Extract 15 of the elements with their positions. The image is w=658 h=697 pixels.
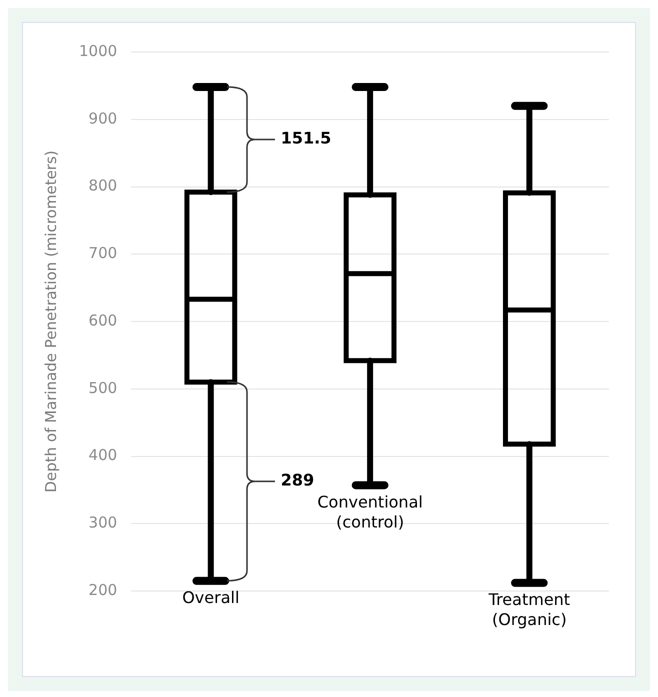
x-tick-label: Conventional (control) — [317, 492, 423, 532]
x-tick-label: Overall — [182, 588, 240, 608]
y-tick-label: 700 — [88, 244, 118, 262]
y-tick-label: 300 — [88, 514, 118, 532]
y-tick-label: 1000 — [78, 42, 118, 60]
annotation: 151.5 — [280, 128, 332, 148]
y-tick-label: 900 — [88, 109, 118, 128]
y-axis-title: Depth of Marinade Penetration (micrometers) — [42, 150, 60, 493]
y-tick-label: 800 — [88, 176, 118, 195]
y-tick-label: 600 — [88, 311, 118, 330]
y-tick-label: 500 — [88, 378, 118, 397]
annotation: 289 — [280, 470, 314, 490]
y-tick-label: 400 — [88, 446, 118, 464]
y-tick-label: 200 — [88, 580, 118, 599]
x-tick-label: Treatment (Organic) — [488, 590, 570, 630]
